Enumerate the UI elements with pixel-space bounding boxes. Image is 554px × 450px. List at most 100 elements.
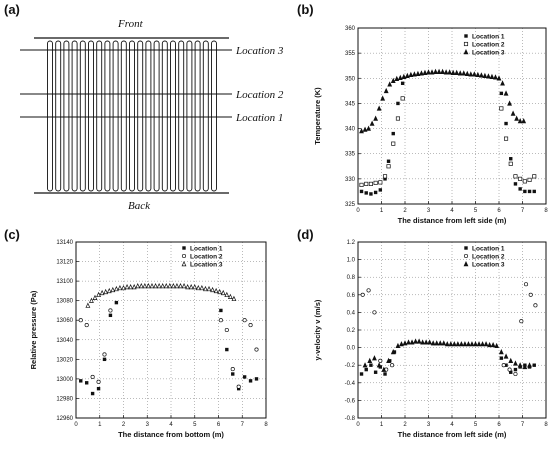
data-point: [254, 377, 259, 381]
back-label: Back: [128, 200, 151, 212]
data-point: [437, 340, 443, 346]
data-point: [364, 181, 369, 186]
x-tick-label: 2: [403, 208, 407, 214]
data-point: [163, 282, 169, 289]
y-tick-label: 0.2: [347, 328, 356, 334]
data-point: [509, 157, 513, 161]
data-point: [400, 96, 405, 101]
data-point: [138, 282, 144, 289]
tube: [55, 40, 62, 192]
data-point: [380, 95, 386, 101]
data-point: [528, 292, 533, 297]
data-point: [248, 379, 253, 383]
y-axis-label: Relative pressure (Pa): [29, 290, 38, 369]
data-point: [518, 187, 522, 191]
tube: [211, 40, 217, 192]
data-point: [199, 284, 205, 291]
data-point: [521, 118, 527, 124]
legend-label: Location 1: [472, 33, 505, 40]
data-point: [441, 340, 447, 346]
y-axis-label: Temperature (K): [313, 87, 322, 145]
data-point: [513, 360, 518, 366]
y-tick-label: 13100: [56, 279, 73, 285]
data-point: [121, 284, 126, 291]
x-axis-label: The distance from bottom (m): [118, 430, 224, 439]
y-tick-label: 360: [345, 26, 356, 32]
data-point: [369, 192, 373, 196]
data-point: [482, 72, 488, 78]
data-point: [527, 177, 532, 182]
data-point: [422, 69, 428, 75]
data-point: [513, 371, 518, 377]
data-point: [373, 370, 378, 374]
data-point: [242, 318, 247, 323]
y-tick-label: 345: [345, 101, 356, 107]
data-point: [92, 294, 98, 300]
y-tick-label: 13020: [56, 357, 73, 363]
data-point: [185, 283, 191, 290]
data-point: [364, 191, 368, 195]
data-point: [84, 323, 89, 328]
data-point: [78, 318, 83, 323]
x-tick-label: 6: [217, 422, 221, 428]
data-point: [489, 73, 495, 79]
data-point: [359, 128, 364, 134]
data-point: [227, 293, 233, 299]
data-point: [128, 283, 134, 290]
data-point: [508, 161, 513, 166]
x-axis-label: The distance from left side (m): [398, 430, 507, 439]
data-point: [447, 69, 453, 75]
tube: [178, 40, 185, 192]
data-point: [409, 339, 415, 345]
data-point: [508, 357, 514, 364]
data-point: [153, 282, 158, 289]
data-point: [359, 189, 364, 194]
location-2-label: Location 2: [235, 89, 284, 101]
data-point: [476, 341, 482, 347]
data-point: [461, 70, 467, 76]
data-point: [402, 340, 408, 346]
data-point: [503, 353, 509, 359]
data-point: [376, 105, 382, 111]
legend-marker: [463, 48, 469, 55]
data-point: [220, 289, 226, 296]
tube: [145, 40, 152, 192]
tube: [88, 40, 94, 192]
data-point: [106, 287, 112, 294]
data-point: [99, 289, 105, 296]
data-point: [85, 302, 91, 308]
series-1: [359, 81, 536, 196]
x-tick-label: 3: [427, 208, 431, 214]
tube: [194, 40, 201, 192]
data-point: [362, 126, 368, 132]
y-tick-label: 13140: [56, 240, 73, 246]
data-point: [373, 115, 379, 121]
data-point: [426, 69, 431, 75]
data-point: [408, 71, 414, 77]
legend-label: Location 3: [472, 49, 505, 56]
data-point: [149, 282, 155, 289]
y-tick-label: 340: [345, 127, 356, 133]
x-tick-label: 5: [193, 422, 197, 428]
data-point: [372, 355, 377, 361]
data-point: [381, 366, 387, 372]
chart-d: (d) 0 1 2 3 4 5 6 7 8 -0.8 -0.6 -0.4 -0.2 0.0 0.2 0.4 0.6…: [297, 227, 548, 439]
y-tick-label: 335: [345, 152, 356, 158]
data-point: [386, 159, 391, 163]
x-tick-label: 8: [544, 422, 548, 428]
data-point: [517, 118, 523, 124]
legend-marker: [181, 260, 187, 267]
data-point: [110, 286, 116, 293]
data-point: [167, 282, 173, 289]
plot-frame: [357, 241, 547, 419]
data-point: [103, 288, 109, 295]
data-point: [490, 341, 496, 348]
data-point: [504, 121, 508, 126]
data-point: [394, 75, 400, 82]
data-point: [448, 341, 454, 347]
x-tick-label: 7: [521, 422, 525, 428]
data-point: [225, 347, 229, 352]
legend-marker: [464, 34, 468, 38]
data-point: [517, 362, 523, 368]
data-point: [513, 174, 518, 179]
